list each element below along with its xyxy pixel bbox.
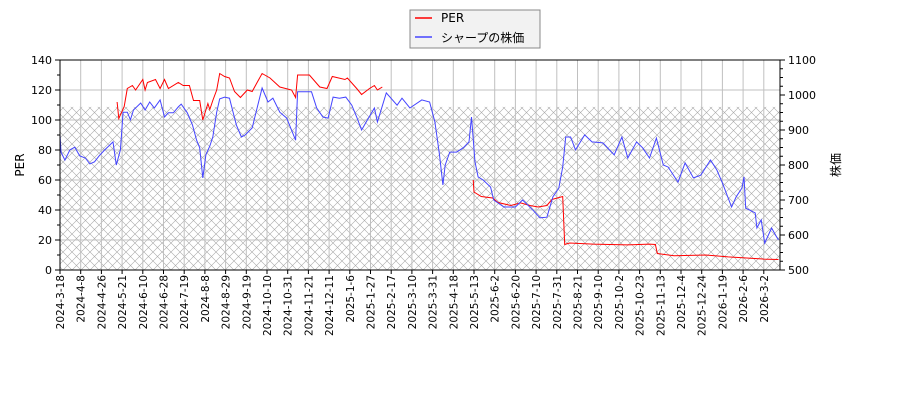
left-tick-label: 100 xyxy=(31,114,52,127)
x-tick-label: 2026-3-2 xyxy=(759,275,771,323)
right-tick-label: 700 xyxy=(788,194,809,207)
x-tick-label: 2026-1-19 xyxy=(717,275,729,329)
legend-label-price: シャープの株価 xyxy=(441,30,524,45)
legend-box xyxy=(409,9,541,49)
x-tick-label: 2025-9-10 xyxy=(593,275,605,329)
x-tick-label: 2024-6-28 xyxy=(159,275,171,329)
x-tick-label: 2024-4-8 xyxy=(76,275,88,323)
x-tick-label: 2025-1-27 xyxy=(366,275,378,329)
x-tick-label: 2025-6-2 xyxy=(490,275,502,323)
x-tick-label: 2025-4-18 xyxy=(448,275,460,329)
right-tick-label: 900 xyxy=(788,124,809,137)
left-tick-label: 80 xyxy=(38,144,52,157)
left-tick-label: 40 xyxy=(38,204,52,217)
x-tick-label: 2025-11-13 xyxy=(655,275,667,336)
x-tick-label: 2025-7-10 xyxy=(531,275,543,329)
right-axis: 500 600 700 800 900 1000 1100 xyxy=(780,54,816,277)
right-tick-label: 1000 xyxy=(788,89,816,102)
x-tick-label: 2025-8-21 xyxy=(573,275,585,329)
x-tick-label: 2024-4-26 xyxy=(96,275,108,330)
x-tick-label: 2025-10-2 xyxy=(614,275,626,329)
x-tick-label: 2024-9-19 xyxy=(241,275,253,329)
left-tick-label: 0 xyxy=(45,264,52,277)
left-axis-label: PER xyxy=(13,153,27,176)
grid xyxy=(59,59,780,271)
x-tick-label: 2025-3-31 xyxy=(428,275,440,329)
x-tick-label: 2025-3-10 xyxy=(407,275,419,329)
x-tick-label: 2024-11-21 xyxy=(303,275,315,336)
right-tick-label: 800 xyxy=(788,159,809,172)
x-tick-label: 2025-5-13 xyxy=(469,275,481,329)
x-tick-label: 2025-12-24 xyxy=(697,275,709,336)
legend-label-per: PER xyxy=(441,11,464,25)
right-tick-label: 1100 xyxy=(788,54,816,67)
left-tick-label: 120 xyxy=(31,84,52,97)
x-axis: 2024-3-18 2024-4-8 2024-4-26 2024-5-21 2024-… xyxy=(55,270,771,336)
x-tick-label: 2025-6-20 xyxy=(510,275,522,329)
right-tick-label: 600 xyxy=(788,229,809,242)
left-tick-label: 20 xyxy=(38,234,52,247)
x-tick-label: 2025-2-17 xyxy=(386,275,398,329)
x-tick-label: 2024-7-19 xyxy=(179,275,191,329)
right-tick-label: 500 xyxy=(788,264,809,277)
x-tick-label: 2024-8-8 xyxy=(200,275,212,323)
x-tick-label: 2024-12-11 xyxy=(324,275,336,336)
hatched-region xyxy=(60,106,780,271)
x-tick-label: 2024-5-21 xyxy=(117,275,129,329)
x-tick-label: 2025-10-23 xyxy=(635,275,647,336)
legend: PER シャープの株価 xyxy=(409,9,541,49)
x-tick-label: 2026-2-6 xyxy=(738,275,750,323)
series-layer xyxy=(60,72,779,260)
x-tick-label: 2024-6-10 xyxy=(138,275,150,329)
x-tick-label: 2025-12-4 xyxy=(676,275,688,330)
x-tick-label: 2025-1-6 xyxy=(345,275,357,323)
hatched-band xyxy=(60,106,780,271)
left-axis: 0 20 40 60 80 100 120 140 xyxy=(31,54,60,277)
left-tick-label: 60 xyxy=(38,174,52,187)
x-tick-label: 2024-3-18 xyxy=(55,275,67,329)
x-tick-label: 2025-7-31 xyxy=(552,275,564,329)
right-axis-label: 株価 xyxy=(828,153,843,177)
stock-price-line xyxy=(60,86,779,245)
x-tick-label: 2024-8-29 xyxy=(221,275,233,329)
x-tick-label: 2024-10-10 xyxy=(262,275,274,336)
x-tick-label: 2024-10-31 xyxy=(283,275,295,336)
left-tick-label: 140 xyxy=(31,54,52,67)
